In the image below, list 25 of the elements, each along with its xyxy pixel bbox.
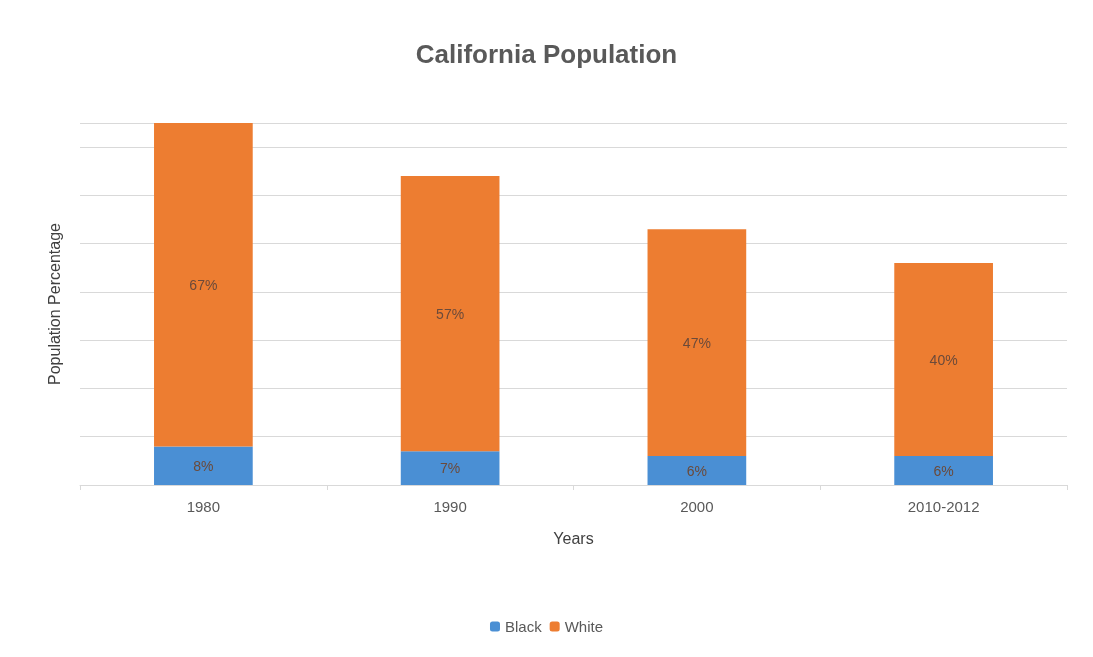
data-label: 67% (189, 276, 218, 293)
legend-label: Black (504, 618, 543, 635)
data-label: 7% (440, 460, 461, 477)
bar (154, 123, 253, 447)
x-axis-title: Years (553, 529, 594, 547)
data-label: 40% (929, 351, 958, 368)
bar (154, 446, 253, 485)
bar (894, 456, 993, 485)
legend-label: White (564, 618, 604, 635)
data-label: 6% (933, 462, 954, 479)
x-tick-label: 2000 (680, 498, 714, 515)
bar (400, 176, 500, 452)
bar (894, 262, 993, 457)
bar (400, 451, 500, 485)
data-label: 8% (193, 457, 214, 474)
bar (647, 229, 747, 457)
bar (647, 456, 747, 485)
chart-title: California Population (415, 39, 678, 69)
data-label: 6% (686, 462, 707, 479)
data-label: 57% (436, 305, 465, 322)
x-tick-label: 1990 (433, 498, 467, 515)
x-tick-label: 2010-2012 (907, 498, 980, 515)
x-tick-label: 1980 (186, 498, 221, 515)
data-label: 47% (682, 334, 711, 351)
y-axis-title: Population Percentage (45, 222, 63, 385)
